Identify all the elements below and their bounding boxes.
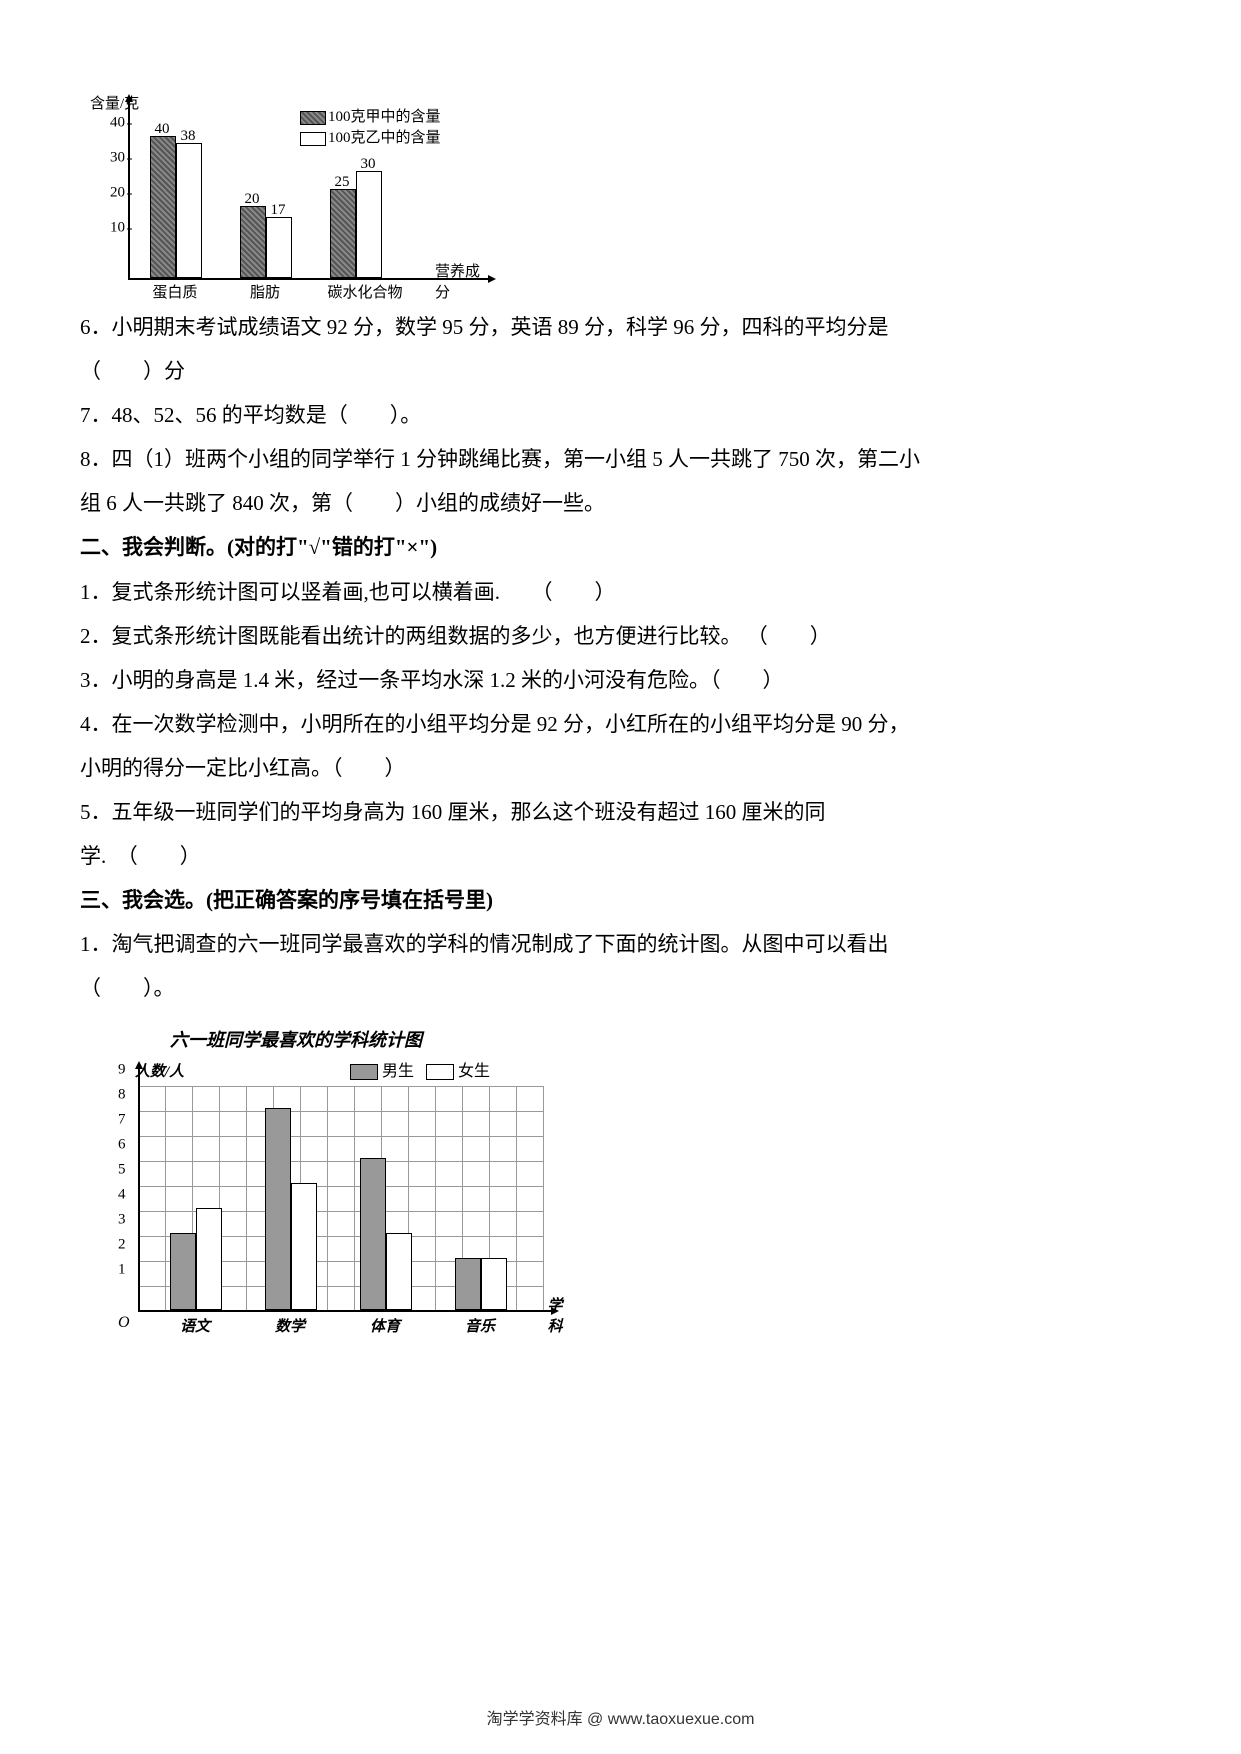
- chart2-bar-f: [481, 1258, 507, 1310]
- chart1-bar-label: 25: [335, 174, 350, 191]
- question-line: （ ）。: [80, 966, 1161, 1010]
- chart2-bar-f: [386, 1233, 412, 1310]
- chart2-xaxis: [138, 1310, 553, 1312]
- chart1-category-label: 蛋白质: [152, 281, 197, 302]
- chart2-bar-m: [360, 1158, 386, 1310]
- chart2-ytick: 7: [118, 1111, 126, 1128]
- chart2-ytick: 3: [118, 1211, 126, 1228]
- chart2-category-label: 语文: [180, 1315, 210, 1336]
- chart2-category-label: 数学: [275, 1315, 305, 1336]
- chart1-legend: 100克甲中的含量 100克乙中的含量: [300, 105, 441, 147]
- chart2-ytick: 8: [118, 1086, 126, 1103]
- chart2-bar-m: [170, 1233, 196, 1310]
- chart2-title: 六一班同学最喜欢的学科统计图: [170, 1026, 1161, 1052]
- legend-swatch-b: [300, 132, 326, 146]
- chart1-bar-label: 40: [155, 121, 170, 138]
- chart1-category-label: 碳水化合物: [327, 281, 402, 302]
- chart2-ytick: 2: [118, 1236, 126, 1253]
- legend-m-label: 男生: [382, 1063, 414, 1080]
- question-line: 1．复式条形统计图可以竖着画,也可以横着画. （ ）: [80, 570, 1161, 614]
- chart1-ytick: 20: [90, 185, 125, 202]
- question-line: 学. （ ）: [80, 834, 1161, 878]
- chart1-x-title: 营养成分: [435, 260, 490, 302]
- chart2-ytick: 5: [118, 1161, 126, 1178]
- legend-swatch-m: [350, 1064, 378, 1080]
- nutrition-bar-chart: 含量/克 100克甲中的含量 100克乙中的含量 10203040 403820…: [90, 100, 490, 300]
- chart2-category-label: 体育: [370, 1315, 400, 1336]
- chart1-category-label: 脂肪: [250, 281, 280, 302]
- subject-bar-chart: 男生 女生 人数/人 123456789 语文数学体育音乐学科 O: [100, 1062, 560, 1342]
- question-line: 6．小明期末考试成绩语文 92 分，数学 95 分，英语 89 分，科学 96 …: [80, 305, 1161, 349]
- chart1-bar-b: [176, 143, 202, 278]
- question-line: 5．五年级一班同学们的平均身高为 160 厘米，那么这个班没有超过 160 厘米…: [80, 790, 1161, 834]
- chart1-bar-b: [266, 217, 292, 279]
- question-line: 1．淘气把调查的六一班同学最喜欢的学科的情况制成了下面的统计图。从图中可以看出: [80, 922, 1161, 966]
- legend-b-label: 100克乙中的含量: [328, 130, 441, 146]
- chart1-bar-label: 17: [271, 202, 286, 219]
- chart1-bar-b: [356, 171, 382, 278]
- chart2-ytick: 6: [118, 1136, 126, 1153]
- question-line: （ ）分: [80, 349, 1161, 393]
- chart2-x-title: 学科: [547, 1294, 562, 1336]
- question-line: 组 6 人一共跳了 840 次，第（ ）小组的成绩好一些。: [80, 481, 1161, 525]
- chart2-category-label: 音乐: [465, 1315, 495, 1336]
- chart2-ytick: 1: [118, 1261, 126, 1278]
- chart2-ytick: 4: [118, 1186, 126, 1203]
- section3-title: 三、我会选。(把正确答案的序号填在括号里): [80, 878, 1161, 922]
- chart2-bar-m: [455, 1258, 481, 1310]
- chart1-bar-a: [330, 189, 356, 279]
- section2-title: 二、我会判断。(对的打"√"错的打"×"): [80, 525, 1161, 569]
- chart1-bar-a: [240, 206, 266, 278]
- chart1-bar-label: 38: [181, 128, 196, 145]
- chart2-legend: 男生 女生: [350, 1057, 490, 1081]
- chart1-bar-label: 20: [245, 191, 260, 208]
- chart1-ytick: 30: [90, 150, 125, 167]
- legend-a-label: 100克甲中的含量: [328, 109, 441, 125]
- chart1-ytick: 40: [90, 115, 125, 132]
- chart2-bar-f: [196, 1208, 222, 1310]
- question-line: 8．四（1）班两个小组的同学举行 1 分钟跳绳比赛，第一小组 5 人一共跳了 7…: [80, 437, 1161, 481]
- chart1-bar-a: [150, 136, 176, 278]
- chart1-ytick: 10: [90, 220, 125, 237]
- page-footer: 淘学学资料库 @ www.taoxuexue.com: [0, 1705, 1241, 1729]
- chart2-ytick: 9: [118, 1061, 126, 1078]
- chart2-bar-m: [265, 1108, 291, 1310]
- legend-f-label: 女生: [458, 1063, 490, 1080]
- chart2-yaxis: [138, 1067, 140, 1312]
- question-line: 7．48、52、56 的平均数是（ ）。: [80, 393, 1161, 437]
- legend-swatch-f: [426, 1064, 454, 1080]
- question-line: 4．在一次数学检测中，小明所在的小组平均分是 92 分，小红所在的小组平均分是 …: [80, 702, 1161, 746]
- question-line: 小明的得分一定比小红高。（ ）: [80, 746, 1161, 790]
- chart2-origin: O: [118, 1314, 130, 1332]
- chart1-bar-label: 30: [361, 156, 376, 173]
- legend-swatch-a: [300, 111, 326, 125]
- question-line: 2．复式条形统计图既能看出统计的两组数据的多少，也方便进行比较。 （ ）: [80, 614, 1161, 658]
- chart2-bar-f: [291, 1183, 317, 1310]
- question-line: 3．小明的身高是 1.4 米，经过一条平均水深 1.2 米的小河没有危险。（ ）: [80, 658, 1161, 702]
- chart1-yaxis: [128, 100, 130, 280]
